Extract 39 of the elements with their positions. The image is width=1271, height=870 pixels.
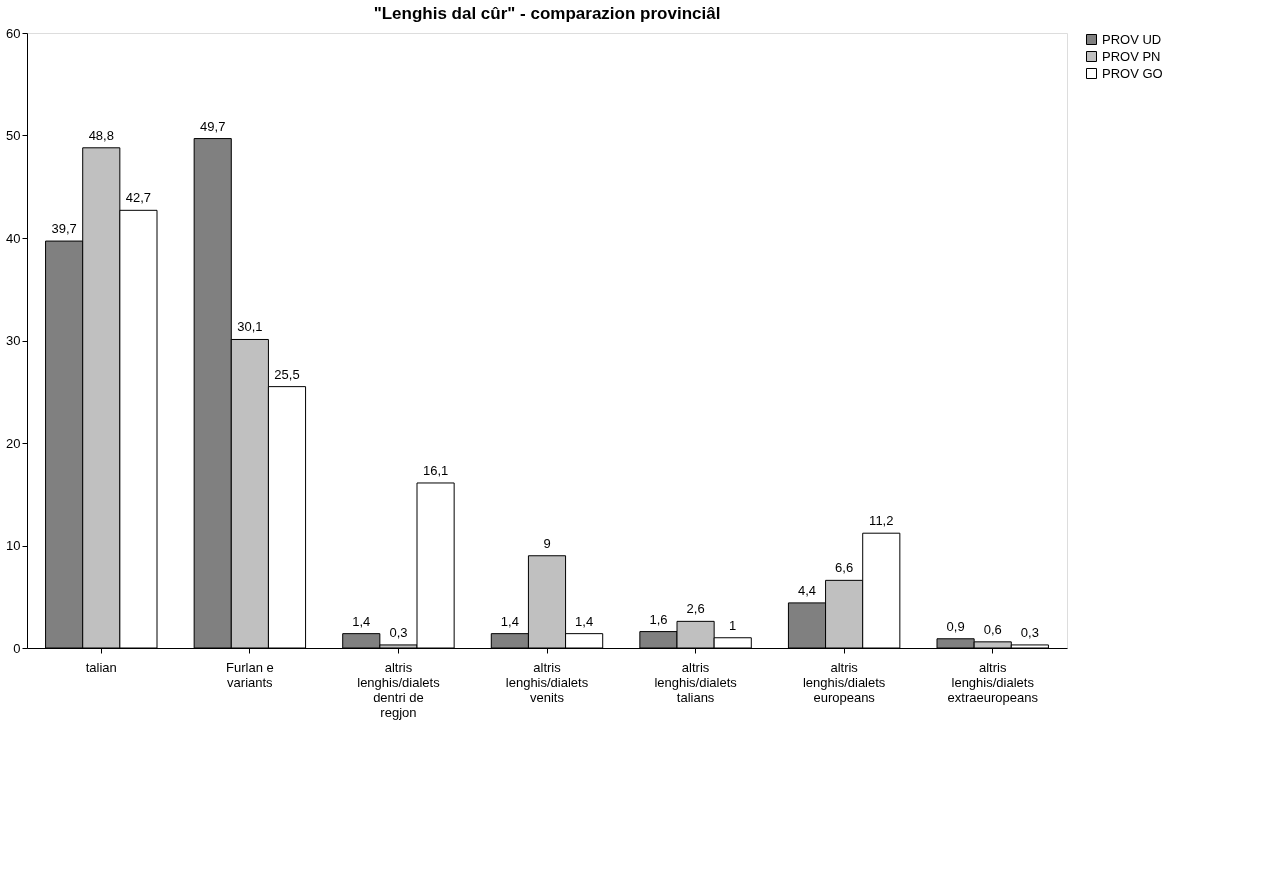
- x-tick-label: altris lenghis/dialets extraeuropeans: [947, 659, 1039, 705]
- data-label: 30,1: [237, 319, 263, 335]
- data-label: 1,4: [575, 613, 594, 629]
- y-tick-label: 40: [6, 230, 21, 246]
- x-tick-label: altris lenghis/dialets talians: [654, 659, 738, 705]
- y-tick-label: 0: [13, 640, 21, 656]
- data-label: 49,7: [200, 118, 226, 134]
- legend-label: PROV PN: [1102, 48, 1161, 64]
- data-label: 9: [543, 535, 551, 551]
- data-label: 11,2: [869, 513, 894, 529]
- data-label: 1,4: [500, 613, 519, 629]
- legend-label: PROV UD: [1102, 31, 1162, 47]
- data-label: 1,6: [649, 611, 668, 627]
- x-tick-label: talian: [85, 659, 117, 675]
- data-label: 1,4: [352, 613, 371, 629]
- x-tick-label: altris lenghis/dialets europeans: [802, 659, 886, 705]
- y-tick-label: 30: [6, 333, 21, 348]
- data-label: 42,7: [125, 190, 152, 206]
- data-label: 16,1: [422, 462, 449, 478]
- data-label: 1: [729, 617, 737, 633]
- x-tick-label: altris lenghis/dialets venits: [505, 659, 589, 705]
- data-label: 25,5: [274, 366, 300, 382]
- x-tick-label: Furlan e variants: [226, 659, 274, 690]
- chart-title: "Lenghis dal cûr" - comparazion provinciâl: [373, 4, 721, 23]
- y-tick-label: 50: [6, 128, 21, 143]
- data-label: 0,6: [983, 621, 1002, 637]
- data-label: 6,6: [835, 560, 854, 576]
- data-label: 4,4: [797, 582, 817, 598]
- data-label: 2,6: [686, 601, 705, 617]
- y-tick-label: 20: [6, 435, 21, 451]
- x-tick-label: altris lenghis/dialets dentri de regjon: [357, 659, 441, 720]
- data-label: 39,7: [51, 221, 77, 237]
- data-label: 0,9: [946, 618, 965, 634]
- data-label: 0,3: [1020, 624, 1039, 640]
- data-label: 48,8: [88, 127, 114, 143]
- legend-label: PROV GO: [1102, 65, 1163, 81]
- data-label: 0,3: [389, 624, 408, 640]
- y-tick-label: 60: [6, 25, 21, 41]
- y-tick-label: 10: [6, 538, 21, 553]
